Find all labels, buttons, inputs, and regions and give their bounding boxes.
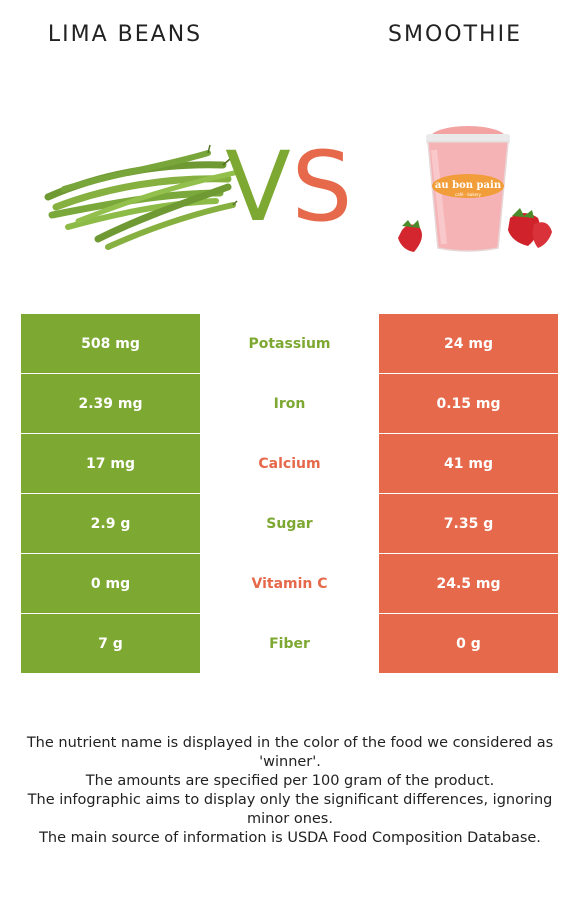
right-value: 7.35 g [379, 493, 558, 554]
left-value: 17 mg [21, 433, 200, 494]
left-food-title: LIMA BEANS [47, 22, 203, 47]
nutrient-row: 508 mg Potassium 24 mg [21, 314, 558, 374]
left-value: 508 mg [21, 314, 200, 374]
right-value: 0.15 mg [379, 373, 558, 434]
footnotes: The nutrient name is displayed in the co… [18, 734, 562, 848]
vs-left-letter: V [225, 131, 291, 238]
nutrient-name: Sugar [200, 493, 379, 554]
cup-brand-text: au bon pain [435, 180, 502, 191]
footnote-per-100g: The amounts are specified per 100 gram o… [85, 773, 495, 789]
left-value: 7 g [21, 613, 200, 674]
smoothie-image: au bon pain café · bakery [398, 126, 552, 252]
nutrient-name: Calcium [200, 433, 379, 494]
nutrient-row: 2.9 g Sugar 7.35 g [21, 493, 558, 554]
right-value: 0 g [379, 613, 558, 674]
footnote-source: The main source of information is USDA F… [39, 830, 541, 846]
nutrient-name: Iron [200, 373, 379, 434]
nutrient-name: Potassium [200, 314, 379, 374]
cup-brand-subtext: café · bakery [455, 192, 482, 197]
nutrient-name: Vitamin C [200, 553, 379, 614]
vs-right-letter: S [292, 131, 353, 238]
right-value: 24 mg [379, 314, 558, 374]
vs-logo: V S [225, 131, 353, 238]
nutrient-row: 0 mg Vitamin C 24.5 mg [21, 553, 558, 614]
nutrient-name: Fiber [200, 613, 379, 674]
footnote-significant-differences: The infographic aims to display only the… [27, 792, 553, 827]
footnote-winner-color: The nutrient name is displayed in the co… [26, 735, 554, 770]
right-value: 41 mg [379, 433, 558, 494]
left-value: 2.39 mg [21, 373, 200, 434]
nutrient-comparison-table: 508 mg Potassium 24 mg 2.39 mg Iron 0.15 mg 17… [21, 314, 558, 674]
left-value: 2.9 g [21, 493, 200, 554]
green-beans-image [44, 144, 238, 250]
nutrient-row: 17 mg Calcium 41 mg [21, 433, 558, 494]
right-food-title: SMOOTHIE [388, 22, 522, 47]
nutrient-row: 7 g Fiber 0 g [21, 613, 558, 674]
left-value: 0 mg [21, 553, 200, 614]
nutrient-row: 2.39 mg Iron 0.15 mg [21, 373, 558, 434]
right-value: 24.5 mg [379, 553, 558, 614]
